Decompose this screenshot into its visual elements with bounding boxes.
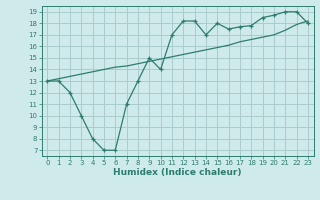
X-axis label: Humidex (Indice chaleur): Humidex (Indice chaleur) (113, 168, 242, 177)
